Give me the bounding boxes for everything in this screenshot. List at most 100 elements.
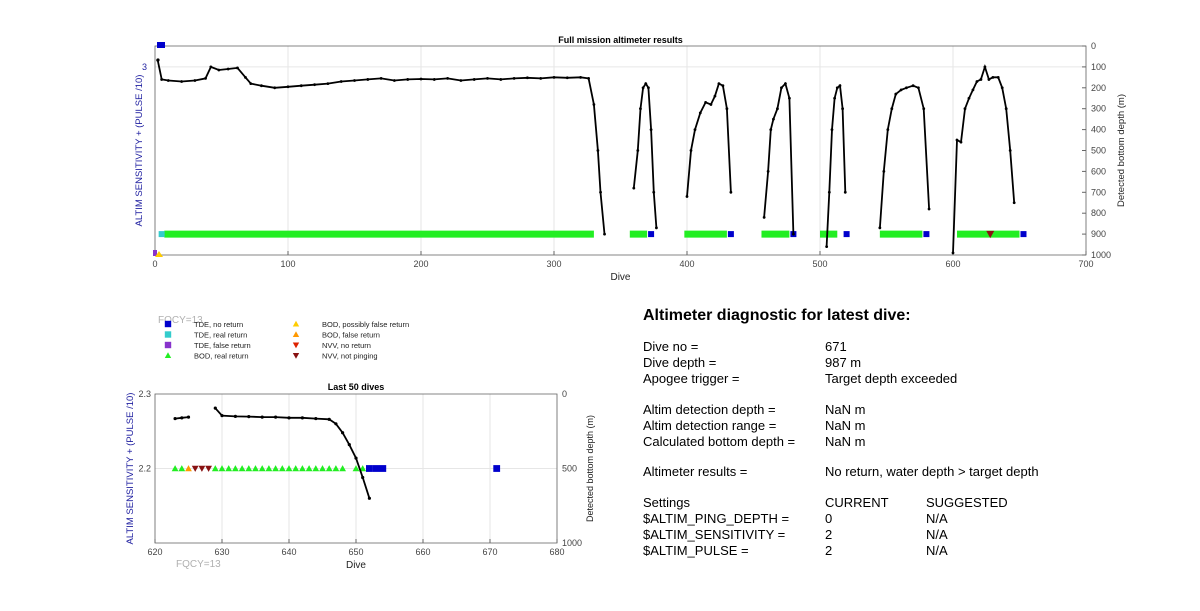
depth-point	[951, 251, 955, 255]
depth-point	[499, 78, 503, 81]
depth-point	[180, 80, 184, 83]
depth-point	[249, 82, 253, 86]
marker-nvv-not-pinging	[198, 465, 206, 472]
depth-point	[632, 186, 636, 190]
depth-point	[213, 406, 217, 410]
y-left-tick-label: 3	[142, 62, 147, 72]
depth-point	[406, 78, 410, 81]
x-tick-label: 200	[413, 259, 428, 269]
legend-marker	[164, 352, 172, 359]
depth-point	[784, 82, 787, 86]
depth-point	[432, 78, 436, 81]
depth-point	[339, 80, 343, 83]
depth-point	[287, 416, 291, 420]
depth-point	[967, 96, 971, 100]
depth-point	[725, 107, 729, 111]
depth-point	[512, 76, 516, 80]
depth-point	[587, 76, 590, 80]
depth-point	[769, 128, 773, 132]
y-right-tick-label: 0	[1091, 41, 1096, 51]
legend-marker	[292, 342, 300, 349]
depth-point	[247, 415, 251, 419]
marker-bod-real-return	[332, 465, 340, 472]
apogee-label: Apogee trigger =	[643, 371, 740, 386]
marker-bod-real-return	[272, 465, 279, 472]
depth-point	[472, 78, 476, 81]
depth-point	[327, 417, 331, 421]
y-right-tick-label: 200	[1091, 83, 1106, 93]
x-tick-label: 700	[1078, 259, 1093, 269]
depth-point	[647, 86, 650, 90]
current-header: CURRENT	[825, 495, 889, 510]
x-tick-label: 100	[280, 259, 295, 269]
marker-bod-real-return	[258, 465, 266, 472]
depth-point	[827, 190, 831, 194]
marker-tde-no-return	[372, 465, 380, 472]
setting-suggested: N/A	[926, 543, 948, 558]
legend-label: BOD, possibly false return	[322, 320, 409, 329]
depth-point	[1000, 86, 1004, 90]
x-tick-label: 680	[549, 547, 564, 557]
depth-point	[459, 79, 463, 82]
depth-point	[299, 84, 303, 88]
suggested-header: SUGGESTED	[926, 495, 1008, 510]
y-right-tick-label: 900	[1091, 229, 1106, 239]
depth-point	[917, 86, 920, 90]
y-right-tick-label: 1000	[1091, 250, 1111, 260]
depth-point	[882, 170, 886, 173]
x-tick-label: 500	[812, 259, 827, 269]
depth-point	[979, 78, 983, 81]
depth-point	[419, 77, 423, 81]
depth-point	[838, 84, 842, 88]
depth-line-segment	[825, 84, 847, 247]
depth-point	[180, 416, 184, 420]
depth-point	[486, 76, 489, 80]
marker-bod-real-return	[232, 465, 239, 472]
results-value: No return, water depth > target depth	[825, 464, 1039, 479]
calc-bottom-label: Calculated bottom depth =	[643, 434, 796, 449]
depth-point	[655, 226, 658, 230]
x-tick-label: 660	[415, 547, 430, 557]
setting-name: $ALTIM_PING_DEPTH =	[643, 511, 790, 526]
x-tick-label: 0	[152, 259, 157, 269]
marker-bod-real-return	[225, 465, 233, 472]
x-tick-label: 630	[214, 547, 229, 557]
depth-point	[166, 79, 170, 82]
legend-label: BOD, false return	[322, 331, 380, 340]
marker-bod-real-return	[211, 465, 219, 472]
dive-no-value: 671	[825, 339, 847, 354]
x-tick-label: 670	[482, 547, 497, 557]
altim-det-depth-label: Altim detection depth =	[643, 402, 776, 417]
depth-point	[721, 84, 725, 88]
depth-point	[959, 140, 963, 144]
y-right-tick-label: 500	[1091, 146, 1106, 156]
full-mission-chart: 0 100 200 300 400 500 600 700 0 100 200 300 400 500 60…	[134, 35, 1127, 326]
depth-point	[552, 75, 556, 79]
depth-point	[833, 96, 837, 100]
plot-area	[155, 46, 1086, 255]
y-right-tick-label: 700	[1091, 187, 1106, 197]
depth-point	[955, 138, 959, 142]
y-left-axis-label: ALTIM SENSITIVITY + (PULSE /10)	[125, 393, 136, 545]
tde-no-return-marker	[923, 231, 930, 238]
last-50-dives-chart: 620 630 640 650 660 670 680 2.2 2.3 0 500 1000 Last …	[125, 382, 595, 571]
depth-point	[217, 68, 221, 72]
depth-point	[886, 128, 890, 132]
depth-point	[526, 76, 529, 80]
depth-point	[354, 456, 358, 460]
x-tick-label: 620	[147, 547, 162, 557]
marker-bod-real-return	[252, 465, 259, 472]
depth-point	[927, 207, 931, 211]
marker-nvv-not-pinging	[191, 465, 199, 472]
y-right-tick-label: 600	[1091, 166, 1106, 176]
y-right-axis-label: Detected bottom depth (m)	[585, 415, 595, 522]
settings-label: Settings	[643, 495, 690, 510]
depth-point	[841, 107, 845, 111]
depth-point	[717, 82, 721, 86]
marker-bod-real-return	[305, 465, 313, 472]
depth-point	[366, 78, 370, 81]
apogee-value: Target depth exceeded	[825, 371, 958, 386]
setting-suggested: N/A	[926, 527, 948, 542]
depth-point	[835, 86, 839, 90]
tde-no-return-marker	[727, 231, 734, 238]
